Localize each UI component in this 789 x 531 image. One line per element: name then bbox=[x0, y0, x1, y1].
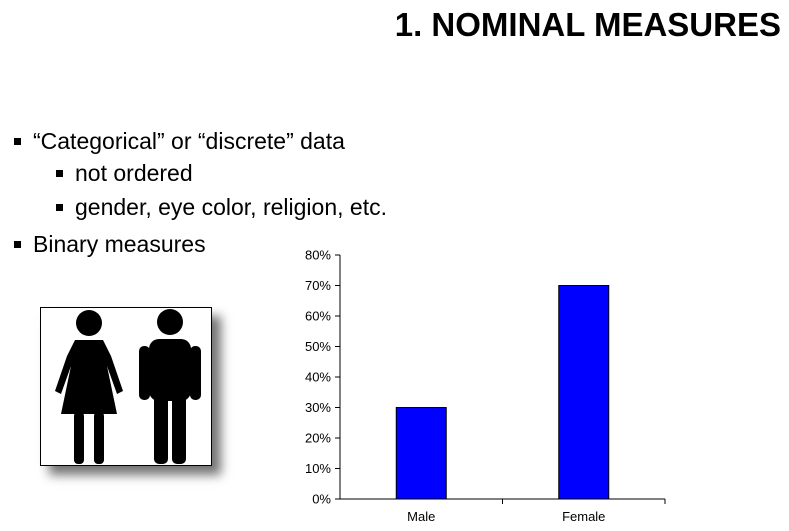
bullet-item-categorical: “Categorical” or “discrete” data bbox=[14, 128, 345, 155]
bullet-item-binary: Binary measures bbox=[14, 231, 206, 258]
y-tick-label: 40% bbox=[305, 370, 331, 385]
y-tick-label: 0% bbox=[312, 492, 331, 507]
bullet-item-examples: gender, eye color, religion, etc. bbox=[56, 194, 387, 221]
gender-figure-box bbox=[40, 307, 212, 466]
x-category-label: Male bbox=[407, 509, 435, 524]
bullet-square-icon bbox=[56, 170, 63, 177]
bar-male bbox=[395, 407, 447, 500]
bullet-square-icon bbox=[56, 204, 63, 211]
x-category-label: Female bbox=[562, 509, 605, 524]
y-axis-ticks: 0% 10% 20% 30% 40% 50% 60% 70% 80% bbox=[305, 248, 340, 507]
slide-title: 1. NOMINAL MEASURES bbox=[394, 6, 781, 43]
bar-female bbox=[558, 285, 610, 500]
bullet-text: gender, eye color, religion, etc. bbox=[75, 194, 387, 220]
y-tick-label: 30% bbox=[305, 400, 331, 415]
man-icon bbox=[139, 309, 201, 464]
bullet-square-icon bbox=[14, 138, 21, 145]
bullet-text: Binary measures bbox=[33, 231, 206, 257]
bullet-text: “Categorical” or “discrete” data bbox=[33, 128, 345, 154]
restroom-woman-man-icon bbox=[55, 309, 201, 464]
y-tick-label: 50% bbox=[305, 339, 331, 354]
y-tick-label: 10% bbox=[305, 461, 331, 476]
y-tick-label: 80% bbox=[305, 248, 331, 263]
y-tick-label: 60% bbox=[305, 309, 331, 324]
woman-icon bbox=[55, 310, 123, 464]
bullet-text: not ordered bbox=[75, 160, 193, 186]
bullet-square-icon bbox=[14, 241, 21, 248]
bullet-item-not-ordered: not ordered bbox=[56, 160, 193, 187]
gender-bar-chart: 0% 10% 20% 30% 40% 50% 60% 70% 80% Male Female bbox=[305, 248, 666, 524]
y-tick-label: 70% bbox=[305, 278, 331, 293]
y-tick-label: 20% bbox=[305, 431, 331, 446]
bars bbox=[395, 285, 610, 500]
x-axis-categories: Male Female bbox=[407, 499, 666, 524]
